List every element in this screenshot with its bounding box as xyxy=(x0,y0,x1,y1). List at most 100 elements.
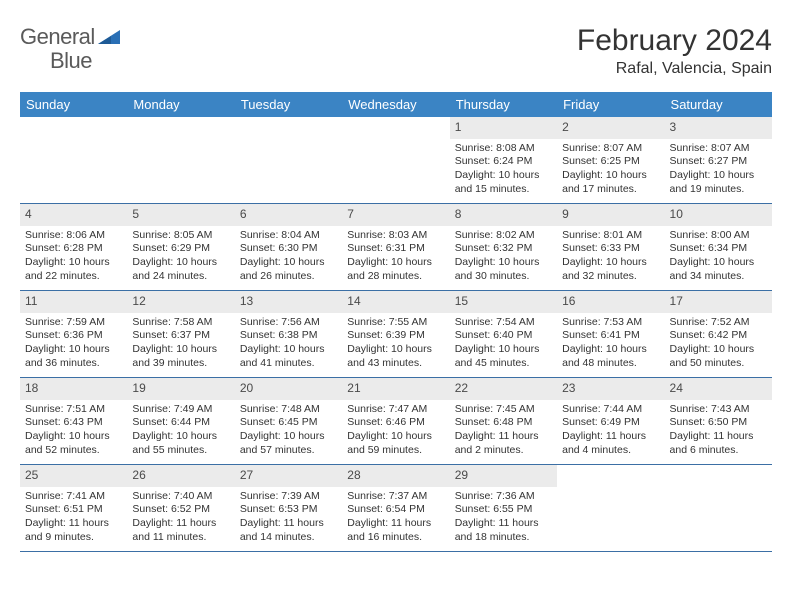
day-daylight2: and 55 minutes. xyxy=(132,444,229,458)
day-cell: 29Sunrise: 7:36 AMSunset: 6:55 PMDayligh… xyxy=(450,465,557,551)
day-cell: 27Sunrise: 7:39 AMSunset: 6:53 PMDayligh… xyxy=(235,465,342,551)
day-number: 22 xyxy=(450,378,557,400)
day-sunset: Sunset: 6:48 PM xyxy=(455,416,552,430)
day-sunrise: Sunrise: 7:51 AM xyxy=(25,403,122,417)
week-row: 1Sunrise: 8:08 AMSunset: 6:24 PMDaylight… xyxy=(20,117,772,204)
day-sunset: Sunset: 6:36 PM xyxy=(25,329,122,343)
day-daylight2: and 9 minutes. xyxy=(25,531,122,545)
day-sunrise: Sunrise: 7:41 AM xyxy=(25,490,122,504)
day-daylight2: and 18 minutes. xyxy=(455,531,552,545)
day-daylight1: Daylight: 10 hours xyxy=(347,343,444,357)
day-sunset: Sunset: 6:51 PM xyxy=(25,503,122,517)
day-daylight2: and 19 minutes. xyxy=(670,183,767,197)
day-sunset: Sunset: 6:50 PM xyxy=(670,416,767,430)
day-cell xyxy=(235,117,342,203)
day-sunset: Sunset: 6:44 PM xyxy=(132,416,229,430)
day-content: Sunrise: 7:51 AMSunset: 6:43 PMDaylight:… xyxy=(20,400,127,464)
day-number: 28 xyxy=(342,465,449,487)
week-row: 11Sunrise: 7:59 AMSunset: 6:36 PMDayligh… xyxy=(20,291,772,378)
day-daylight2: and 2 minutes. xyxy=(455,444,552,458)
week-row: 18Sunrise: 7:51 AMSunset: 6:43 PMDayligh… xyxy=(20,378,772,465)
day-cell: 15Sunrise: 7:54 AMSunset: 6:40 PMDayligh… xyxy=(450,291,557,377)
day-daylight2: and 41 minutes. xyxy=(240,357,337,371)
day-sunrise: Sunrise: 7:47 AM xyxy=(347,403,444,417)
day-content: Sunrise: 7:48 AMSunset: 6:45 PMDaylight:… xyxy=(235,400,342,464)
day-number: 5 xyxy=(127,204,234,226)
day-number: 13 xyxy=(235,291,342,313)
day-number: 14 xyxy=(342,291,449,313)
day-cell: 10Sunrise: 8:00 AMSunset: 6:34 PMDayligh… xyxy=(665,204,772,290)
day-content: Sunrise: 7:40 AMSunset: 6:52 PMDaylight:… xyxy=(127,487,234,551)
day-cell: 28Sunrise: 7:37 AMSunset: 6:54 PMDayligh… xyxy=(342,465,449,551)
day-cell: 11Sunrise: 7:59 AMSunset: 6:36 PMDayligh… xyxy=(20,291,127,377)
day-daylight2: and 15 minutes. xyxy=(455,183,552,197)
day-content: Sunrise: 7:43 AMSunset: 6:50 PMDaylight:… xyxy=(665,400,772,464)
day-cell xyxy=(557,465,664,551)
day-sunrise: Sunrise: 7:36 AM xyxy=(455,490,552,504)
day-daylight1: Daylight: 10 hours xyxy=(240,256,337,270)
day-sunset: Sunset: 6:43 PM xyxy=(25,416,122,430)
day-daylight2: and 6 minutes. xyxy=(670,444,767,458)
day-sunrise: Sunrise: 8:04 AM xyxy=(240,229,337,243)
day-sunrise: Sunrise: 8:07 AM xyxy=(670,142,767,156)
day-daylight1: Daylight: 10 hours xyxy=(240,430,337,444)
day-daylight1: Daylight: 10 hours xyxy=(25,256,122,270)
day-sunset: Sunset: 6:42 PM xyxy=(670,329,767,343)
day-daylight2: and 39 minutes. xyxy=(132,357,229,371)
day-daylight1: Daylight: 11 hours xyxy=(25,517,122,531)
day-number: 21 xyxy=(342,378,449,400)
day-number: 9 xyxy=(557,204,664,226)
day-number: 17 xyxy=(665,291,772,313)
logo-text-gray: General xyxy=(20,24,95,50)
day-sunset: Sunset: 6:41 PM xyxy=(562,329,659,343)
day-number: 16 xyxy=(557,291,664,313)
day-daylight2: and 11 minutes. xyxy=(132,531,229,545)
day-sunrise: Sunrise: 8:00 AM xyxy=(670,229,767,243)
day-content: Sunrise: 8:04 AMSunset: 6:30 PMDaylight:… xyxy=(235,226,342,290)
day-daylight2: and 16 minutes. xyxy=(347,531,444,545)
day-daylight1: Daylight: 10 hours xyxy=(562,343,659,357)
day-daylight2: and 43 minutes. xyxy=(347,357,444,371)
logo-triangle-icon xyxy=(98,26,120,49)
weekday-header-row: Sunday Monday Tuesday Wednesday Thursday… xyxy=(20,92,772,117)
day-sunrise: Sunrise: 8:03 AM xyxy=(347,229,444,243)
day-daylight1: Daylight: 10 hours xyxy=(132,430,229,444)
day-daylight2: and 36 minutes. xyxy=(25,357,122,371)
day-sunset: Sunset: 6:29 PM xyxy=(132,242,229,256)
day-cell: 5Sunrise: 8:05 AMSunset: 6:29 PMDaylight… xyxy=(127,204,234,290)
day-daylight1: Daylight: 10 hours xyxy=(562,169,659,183)
day-content: Sunrise: 7:52 AMSunset: 6:42 PMDaylight:… xyxy=(665,313,772,377)
day-sunrise: Sunrise: 7:54 AM xyxy=(455,316,552,330)
day-sunrise: Sunrise: 7:55 AM xyxy=(347,316,444,330)
day-sunrise: Sunrise: 8:05 AM xyxy=(132,229,229,243)
day-daylight1: Daylight: 11 hours xyxy=(455,517,552,531)
day-sunrise: Sunrise: 7:39 AM xyxy=(240,490,337,504)
day-cell: 6Sunrise: 8:04 AMSunset: 6:30 PMDaylight… xyxy=(235,204,342,290)
day-sunrise: Sunrise: 8:07 AM xyxy=(562,142,659,156)
day-sunset: Sunset: 6:49 PM xyxy=(562,416,659,430)
day-content: Sunrise: 7:58 AMSunset: 6:37 PMDaylight:… xyxy=(127,313,234,377)
day-number: 23 xyxy=(557,378,664,400)
day-content: Sunrise: 7:45 AMSunset: 6:48 PMDaylight:… xyxy=(450,400,557,464)
weeks-container: 1Sunrise: 8:08 AMSunset: 6:24 PMDaylight… xyxy=(20,117,772,552)
location-text: Rafal, Valencia, Spain xyxy=(577,60,772,78)
weekday-header-monday: Monday xyxy=(127,92,234,117)
day-content: Sunrise: 8:03 AMSunset: 6:31 PMDaylight:… xyxy=(342,226,449,290)
day-cell xyxy=(342,117,449,203)
day-cell: 26Sunrise: 7:40 AMSunset: 6:52 PMDayligh… xyxy=(127,465,234,551)
day-number: 29 xyxy=(450,465,557,487)
calendar-grid: Sunday Monday Tuesday Wednesday Thursday… xyxy=(20,92,772,552)
day-daylight2: and 48 minutes. xyxy=(562,357,659,371)
day-sunset: Sunset: 6:27 PM xyxy=(670,155,767,169)
day-sunrise: Sunrise: 8:08 AM xyxy=(455,142,552,156)
day-sunrise: Sunrise: 7:48 AM xyxy=(240,403,337,417)
day-daylight1: Daylight: 10 hours xyxy=(347,430,444,444)
day-daylight2: and 50 minutes. xyxy=(670,357,767,371)
week-row: 25Sunrise: 7:41 AMSunset: 6:51 PMDayligh… xyxy=(20,465,772,552)
day-sunrise: Sunrise: 7:58 AM xyxy=(132,316,229,330)
day-cell: 9Sunrise: 8:01 AMSunset: 6:33 PMDaylight… xyxy=(557,204,664,290)
day-sunrise: Sunrise: 7:40 AM xyxy=(132,490,229,504)
day-cell: 13Sunrise: 7:56 AMSunset: 6:38 PMDayligh… xyxy=(235,291,342,377)
day-daylight2: and 22 minutes. xyxy=(25,270,122,284)
day-sunrise: Sunrise: 7:56 AM xyxy=(240,316,337,330)
